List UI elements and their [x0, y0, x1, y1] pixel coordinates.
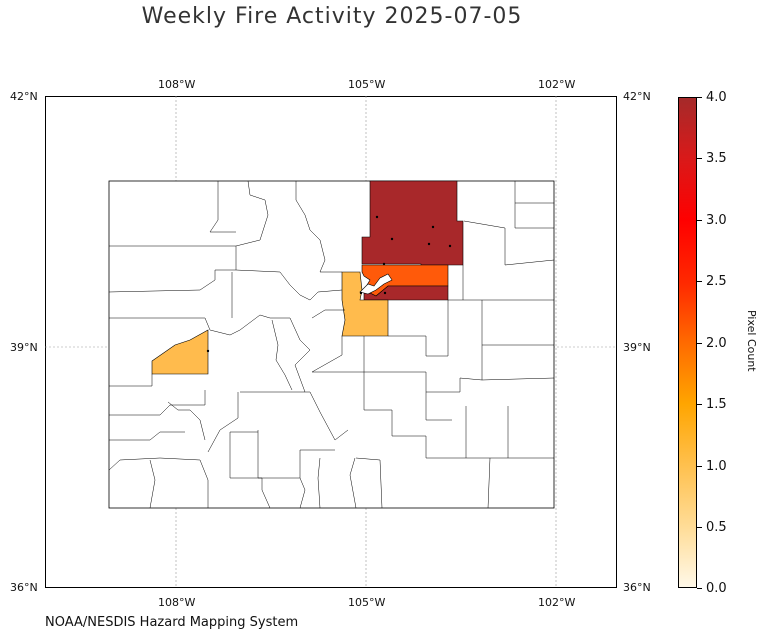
lon-tick-top-1: 108°W — [158, 78, 196, 91]
fire-point — [206, 349, 210, 353]
colorbar-tick-1-5: 1.5 — [706, 397, 727, 412]
colorbar-tick-3-5: 3.5 — [706, 151, 727, 166]
colorbar-tick-2-0: 2.0 — [706, 336, 727, 351]
fire-point — [390, 237, 394, 241]
fire-point — [383, 291, 387, 295]
colorbar-tick-0-5: 0.5 — [706, 520, 727, 535]
colorbar-tick-0-0: 0.0 — [706, 581, 727, 596]
urban-island — [359, 273, 393, 295]
lat-tick-left-1: 42°N — [10, 90, 38, 103]
fire-point — [427, 242, 431, 246]
colorbar-tick-4-0: 4.0 — [706, 90, 727, 105]
fire-point — [382, 262, 386, 266]
fire-point — [448, 244, 452, 248]
fire-detections — [206, 215, 452, 353]
lat-tick-right-3: 36°N — [623, 581, 651, 594]
colorbar-tick-1-0: 1.0 — [706, 459, 727, 474]
footer-credit: NOAA/NESDIS Hazard Mapping System — [45, 615, 299, 630]
lon-tick-bottom-2: 105°W — [348, 596, 386, 609]
lon-tick-bottom-3: 102°W — [538, 596, 576, 609]
colorbar-tick-2-5: 2.5 — [706, 274, 727, 289]
lon-tick-top-2: 105°W — [348, 78, 386, 91]
colorbar-title: Pixel Count — [745, 310, 758, 372]
lon-tick-bottom-1: 108°W — [158, 596, 196, 609]
fire-point — [375, 215, 379, 219]
lat-tick-right-2: 39°N — [623, 341, 651, 354]
lat-tick-right-1: 42°N — [623, 90, 651, 103]
lat-tick-left-2: 39°N — [10, 341, 38, 354]
county-larimer-weld — [361, 180, 464, 266]
map-title: Weekly Fire Activity 2025-07-05 — [141, 4, 523, 29]
colorbar-tick-3-0: 3.0 — [706, 213, 727, 228]
lat-tick-left-3: 36°N — [10, 581, 38, 594]
lon-tick-top-3: 102°W — [538, 78, 576, 91]
colorbar — [678, 97, 697, 588]
fire-point — [431, 225, 435, 229]
fire-point — [359, 291, 363, 295]
county-borders — [108, 180, 555, 509]
